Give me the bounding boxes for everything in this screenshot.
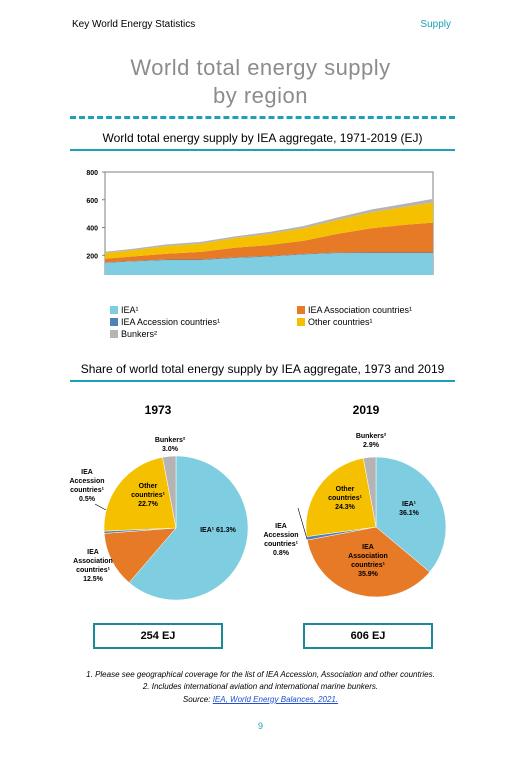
- legend-label-bunkers: Bunkers²: [121, 329, 158, 339]
- footnote-1: 1. Please see geographical coverage for …: [86, 670, 435, 679]
- legend-item-bunkers: Bunkers²: [110, 329, 157, 339]
- legend-swatch-accession: [110, 318, 118, 326]
- header-section-label: Supply: [420, 19, 451, 30]
- pie-2019-leader-accession: [297, 507, 308, 540]
- page-title: World total energy supply by region: [0, 54, 521, 110]
- y-tick-label: 600: [86, 198, 98, 205]
- pie-1973-label-bunkers: Bunkers² 3.0%: [154, 437, 186, 453]
- legend-swatch-bunkers: [110, 330, 118, 338]
- legend-item-accession: IEA Accession countries¹: [110, 317, 220, 327]
- pie-2019-label-association: IEA Association countries¹ 35.9%: [348, 544, 388, 578]
- pie-1973-label-other: Other countries¹ 22.7%: [131, 483, 165, 508]
- pie-1973-leader-accession: [94, 503, 107, 511]
- pie-2019-slice-iea-association-countries: [306, 526, 431, 598]
- area-series-iea: [105, 253, 433, 275]
- area-series-other: [105, 202, 433, 259]
- pie-2019-slice-other-countries: [305, 457, 377, 537]
- pie-1973-year: 1973: [144, 403, 172, 417]
- source-line: Source: IEA, World Energy Balances, 2021…: [0, 695, 521, 704]
- legend-item-association: IEA Association countries¹: [297, 305, 412, 315]
- source-link[interactable]: IEA, World Energy Balances, 2021.: [212, 695, 339, 704]
- area-chart-title: World total energy supply by IEA aggrega…: [70, 131, 455, 151]
- pie-2019-year: 2019: [352, 403, 380, 417]
- legend-swatch-other: [297, 318, 305, 326]
- legend-item-iea: IEA¹: [110, 305, 139, 315]
- pie-1973-label-association: IEA Association countries¹ 12.5%: [73, 549, 113, 583]
- pie-chart-title: Share of world total energy supply by IE…: [70, 362, 455, 382]
- y-tick-label: 400: [86, 226, 98, 233]
- legend-label-iea: IEA¹: [121, 305, 139, 315]
- pie-2019-label-bunkers: Bunkers² 2.9%: [355, 433, 387, 449]
- pie-2019-slice-bunkers: [363, 456, 377, 528]
- title-divider: [70, 116, 455, 119]
- source-label: Source:: [182, 695, 211, 704]
- pie-charts: [94, 455, 447, 601]
- pie-2019-label-other: Other countries¹ 24.3%: [328, 486, 362, 511]
- page-title-line1: World total energy supply: [130, 55, 391, 80]
- pie-1973-slice-iea: [128, 455, 249, 601]
- pie-1973-label-accession: IEA Accession countries¹ 0.5%: [69, 469, 105, 503]
- pie-2019-total: 606 EJ: [303, 623, 433, 649]
- pie-1973-slice-other-countries: [103, 456, 177, 532]
- pie-2019-label-accession: IEA Accession countries¹ 0.8%: [263, 523, 299, 557]
- header-doc-title: Key World Energy Statistics: [72, 19, 196, 30]
- pie-2019-slice-iea: [375, 456, 447, 573]
- y-tick-label: 800: [86, 170, 98, 177]
- legend-item-other: Other countries¹: [297, 317, 373, 327]
- pie-1973-slice-bunkers: [162, 455, 177, 529]
- legend-swatch-iea: [110, 306, 118, 314]
- pie-1973-label-iea: IEA¹ 61.3%: [200, 527, 236, 534]
- footnote-2: 2. Includes international aviation and i…: [142, 682, 379, 691]
- legend-label-association: IEA Association countries¹: [308, 305, 413, 315]
- legend-label-other: Other countries¹: [308, 317, 373, 327]
- pie-1973-total: 254 EJ: [93, 623, 223, 649]
- area-chart: 0200400600800197119751980198519901995200…: [86, 170, 434, 275]
- y-tick-label: 200: [86, 253, 98, 260]
- legend-swatch-association: [297, 306, 305, 314]
- page-number: 9: [257, 721, 263, 731]
- legend-label-accession: IEA Accession countries¹: [121, 317, 221, 327]
- pie-2019-label-iea: IEA¹ 36.1%: [399, 501, 419, 517]
- area-series-association: [105, 222, 433, 263]
- page-title-line2: by region: [212, 83, 308, 108]
